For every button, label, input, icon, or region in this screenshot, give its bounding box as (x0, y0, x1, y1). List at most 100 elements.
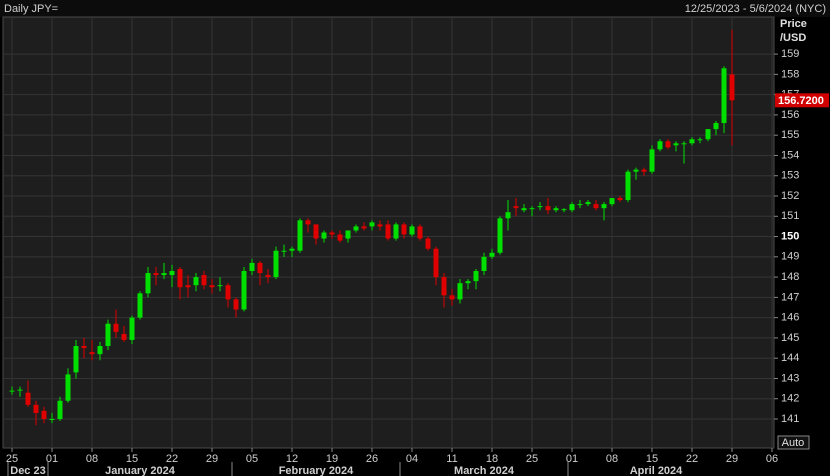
candle-body (289, 248, 295, 251)
candle-body (121, 333, 127, 340)
candle-body (425, 238, 431, 249)
candle-body (273, 250, 279, 278)
candle-body (417, 226, 423, 239)
x-tick-label: 05 (246, 453, 258, 465)
candle-body (33, 404, 39, 413)
x-tick-label: 19 (326, 453, 338, 465)
x-tick-label: 15 (646, 453, 658, 465)
candle-body (593, 204, 599, 209)
candle-body (81, 346, 87, 349)
chart-title: Daily JPY= (4, 3, 58, 15)
header-bar (0, 0, 830, 17)
y-tick-label: 152 (781, 190, 799, 202)
x-tick-label: 25 (526, 453, 538, 465)
candle-body (193, 277, 199, 286)
candle-body (433, 248, 439, 278)
candle-body (617, 198, 623, 201)
month-label: March 2024 (454, 465, 515, 476)
candle-body (521, 208, 527, 211)
candle-body (529, 208, 535, 210)
y-tick-label: 159 (781, 48, 799, 60)
candle-body (49, 419, 55, 421)
x-tick-label: 22 (686, 453, 698, 465)
candle-body (329, 232, 335, 235)
candle-body (321, 232, 327, 239)
candle-body (697, 139, 703, 141)
y-tick-label: 153 (781, 170, 799, 182)
candle-body (217, 285, 223, 287)
month-label: January 2024 (105, 465, 176, 476)
candle-body (89, 352, 95, 355)
candle-body (385, 224, 391, 239)
candle-body (625, 171, 631, 201)
x-tick-label: 06 (766, 453, 778, 465)
x-tick-label: 18 (486, 453, 498, 465)
candle-body (345, 230, 351, 239)
candle-body (161, 273, 167, 276)
candle-body (441, 277, 447, 296)
candle-body (585, 202, 591, 205)
y-tick-label: 141 (781, 413, 799, 425)
candle-body (97, 346, 103, 355)
candle-body (689, 139, 695, 144)
candle-body (361, 226, 367, 229)
last-price-box (775, 93, 829, 108)
candle-body (129, 317, 135, 340)
candle-body (17, 389, 23, 391)
auto-button[interactable] (777, 435, 810, 450)
candle-body (249, 262, 255, 272)
candle-body (145, 273, 151, 294)
y-tick-label: 158 (781, 68, 799, 80)
x-tick-label: 01 (46, 453, 58, 465)
candle-body (57, 400, 63, 420)
y-tick-label: 155 (781, 129, 799, 141)
y-tick-label: 148 (781, 271, 799, 283)
y-tick-label: 150 (781, 230, 799, 242)
candle-body (489, 252, 495, 257)
candle-body (177, 268, 183, 288)
candle-body (265, 275, 271, 278)
candle-body (25, 392, 31, 405)
candle-body (561, 209, 567, 211)
candle-body (281, 250, 287, 252)
y-tick-label: 143 (781, 372, 799, 384)
y-tick-label: 154 (781, 149, 799, 161)
candle-body (313, 224, 319, 239)
y-axis-label: Price (780, 18, 807, 30)
candle-body (569, 204, 575, 211)
candle-body (649, 149, 655, 172)
x-tick-label: 29 (206, 453, 218, 465)
candle-body (305, 220, 311, 225)
candle-body (681, 143, 687, 145)
candle-body (65, 374, 71, 401)
candle-body (673, 143, 679, 146)
candle-body (481, 256, 487, 272)
candle-body (409, 226, 415, 235)
candle-body (633, 169, 639, 172)
x-tick-label: 29 (726, 453, 738, 465)
candle-body (9, 390, 15, 392)
candle-body (297, 220, 303, 251)
candle-body (721, 68, 727, 124)
candle-body (513, 206, 519, 209)
candle-body (41, 410, 47, 420)
y-tick-label: 147 (781, 291, 799, 303)
candle-body (505, 212, 511, 219)
month-label: Dec 23 (10, 465, 45, 476)
candle-body (713, 123, 719, 130)
auto-button-label[interactable]: Auto (782, 437, 805, 449)
candle-body (601, 204, 607, 209)
x-tick-label: 22 (166, 453, 178, 465)
candle-body (401, 224, 407, 235)
candle-body (241, 271, 247, 310)
y-tick-label: 142 (781, 393, 799, 405)
candle-body (369, 222, 375, 227)
y-axis-label: /USD (780, 32, 806, 44)
x-tick-label: 15 (126, 453, 138, 465)
candle-body (665, 141, 671, 148)
month-label: February 2024 (279, 465, 354, 476)
candle-body (449, 295, 455, 300)
candle-body (465, 281, 471, 284)
candle-body (209, 285, 215, 288)
